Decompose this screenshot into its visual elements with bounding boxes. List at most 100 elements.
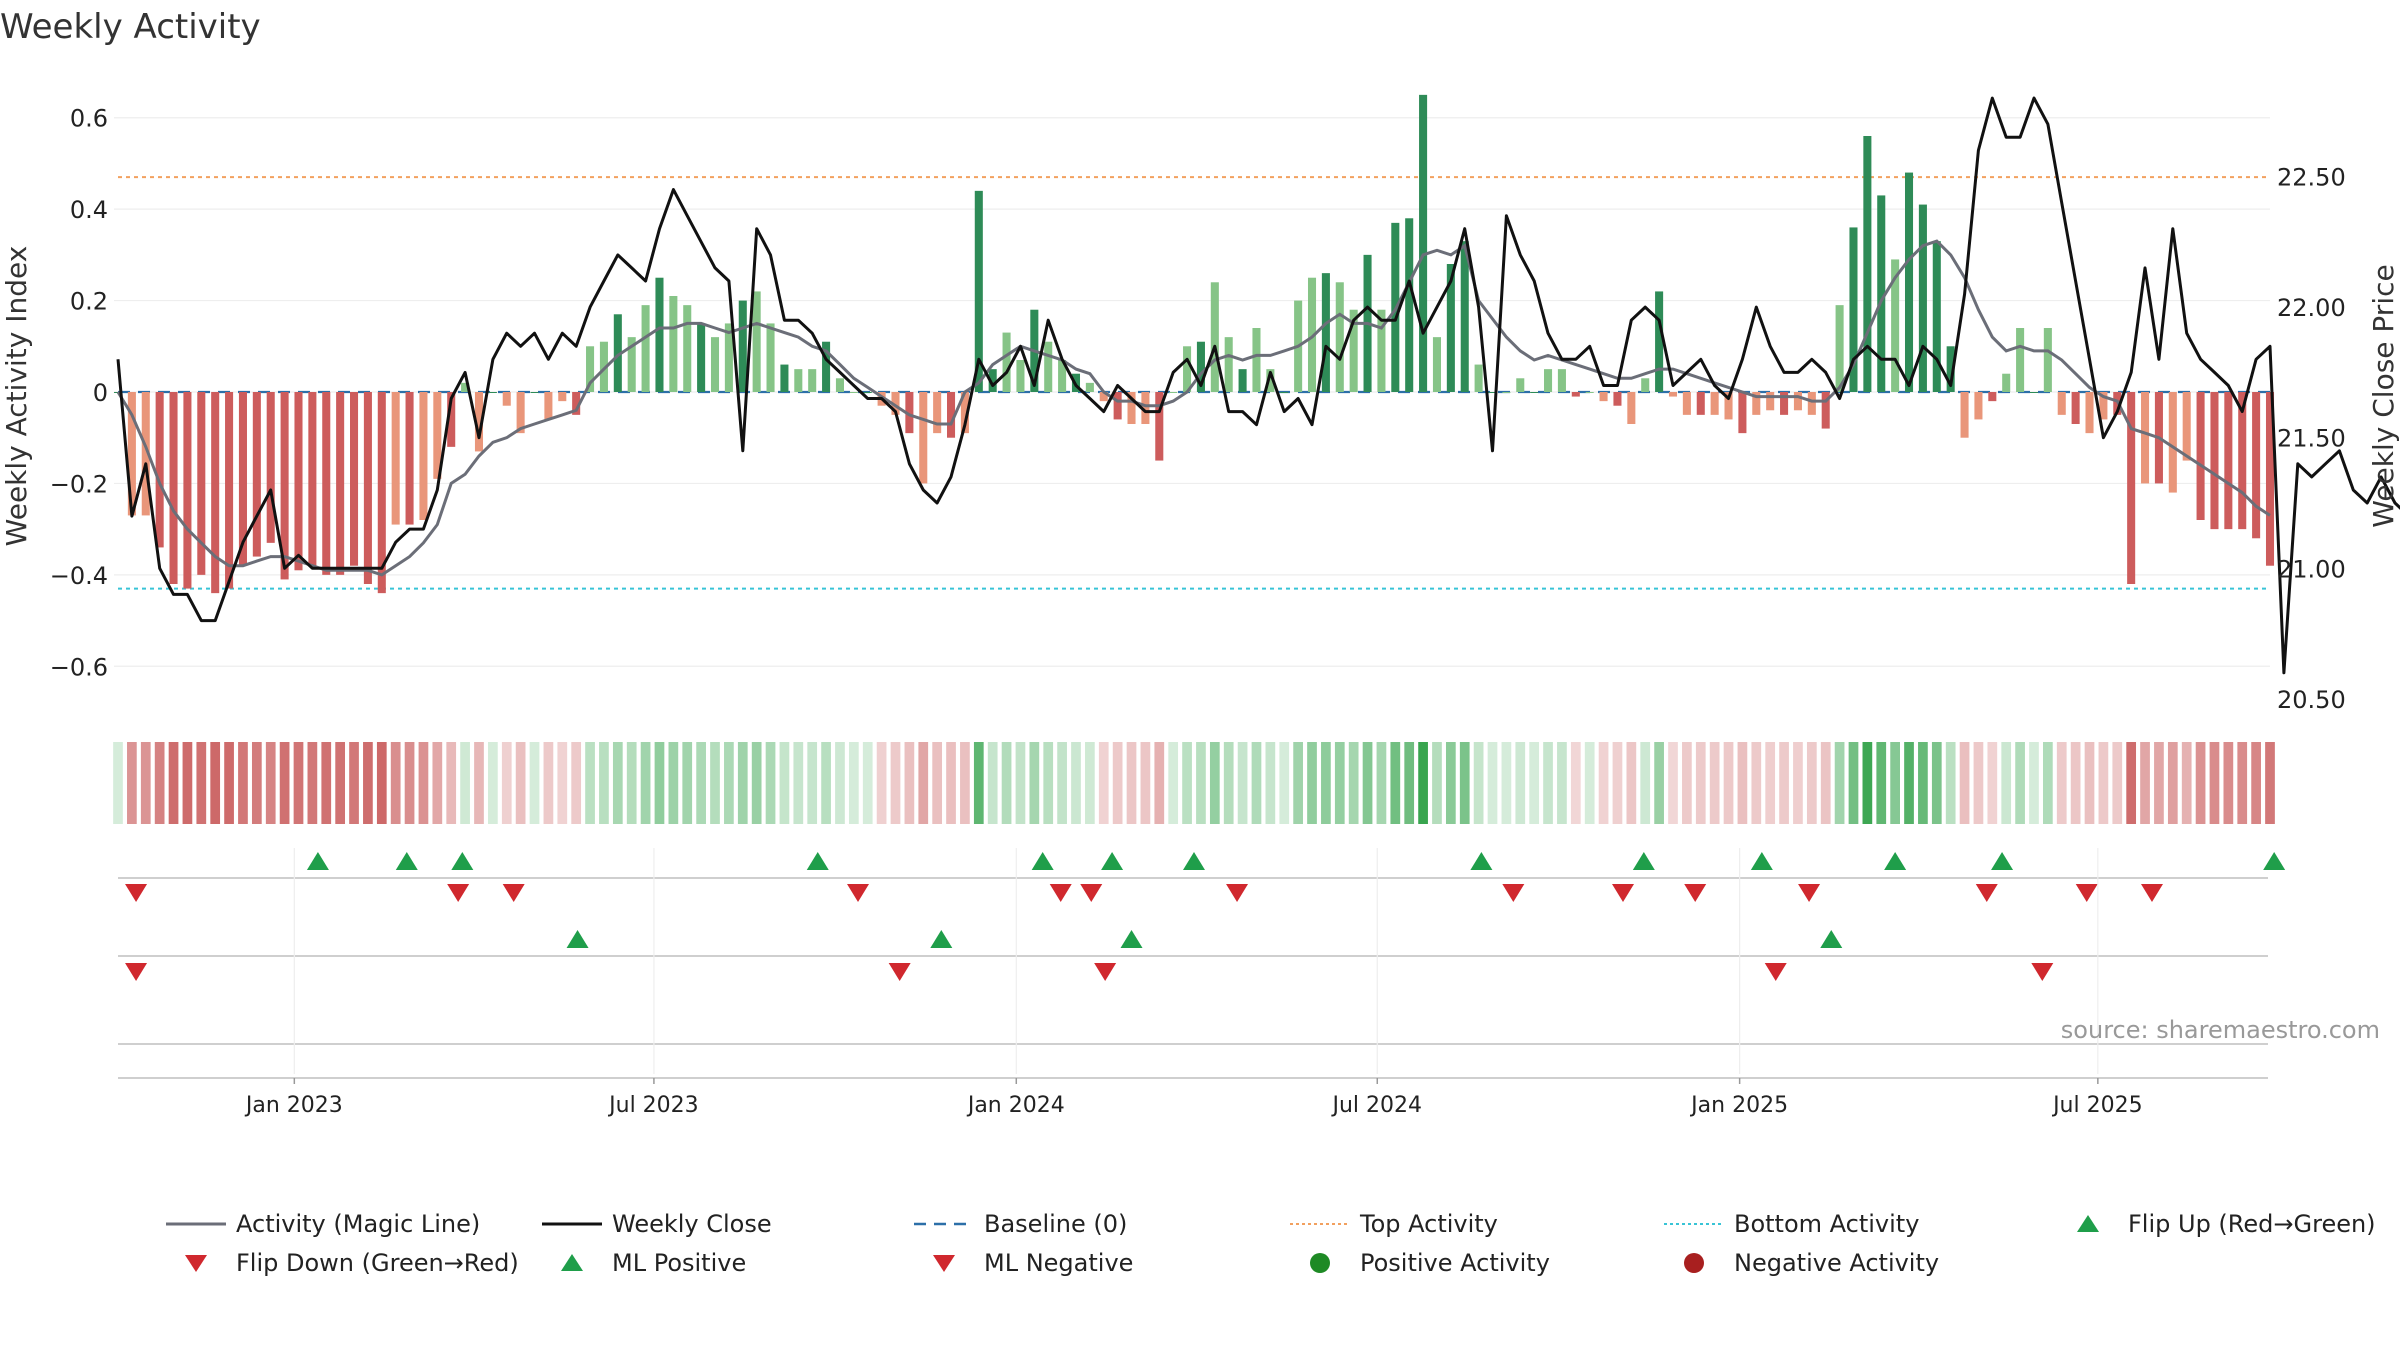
- heat-cell: [890, 742, 901, 824]
- activity-bar: [1557, 369, 1566, 392]
- legend-label: ML Positive: [612, 1249, 746, 1277]
- heat-cell: [2167, 742, 2178, 824]
- legend-swatch: [933, 1255, 955, 1272]
- ml-negative-marker: [1094, 963, 1117, 981]
- flip-up-marker: [1750, 852, 1773, 870]
- activity-bar: [2085, 392, 2094, 434]
- heat-cell: [418, 742, 429, 824]
- ml-positive-marker: [566, 930, 589, 948]
- heat-cell: [224, 742, 234, 824]
- y2-tick-label: 22.00: [2277, 294, 2346, 322]
- heat-cell: [168, 742, 179, 824]
- activity-bar: [391, 392, 400, 525]
- activity-bar: [1655, 291, 1664, 392]
- heat-cell: [1043, 742, 1054, 824]
- legend-swatch: [1684, 1253, 1704, 1273]
- heat-cell: [751, 742, 762, 824]
- heat-cell: [1334, 742, 1345, 824]
- heat-cell: [557, 742, 568, 824]
- flip-down-marker: [1080, 884, 1103, 902]
- activity-bar: [127, 392, 136, 516]
- heat-cell: [1890, 742, 1900, 824]
- heat-cell: [1321, 742, 1331, 824]
- flip-up-marker: [1101, 852, 1124, 870]
- heat-cell: [1223, 742, 1234, 824]
- activity-bar: [1974, 392, 1983, 420]
- heat-cell: [1237, 742, 1248, 824]
- heat-cell: [2112, 742, 2123, 824]
- flip-down-marker: [1502, 884, 1525, 902]
- heat-cell: [585, 742, 595, 824]
- heat-cell: [2140, 742, 2150, 824]
- activity-bar: [266, 392, 275, 543]
- activity-bar: [1321, 273, 1330, 392]
- legend-label: Flip Up (Red→Green): [2128, 1210, 2376, 1238]
- heat-cell: [1487, 742, 1498, 824]
- activity-bar: [1710, 392, 1719, 415]
- activity-bar: [2099, 392, 2108, 420]
- activity-bar: [1280, 392, 1289, 393]
- flip-up-marker: [806, 852, 829, 870]
- heat-cell: [515, 742, 526, 824]
- activity-bar: [544, 392, 553, 420]
- heat-cell: [2223, 742, 2234, 824]
- heat-cell: [1085, 742, 1095, 824]
- activity-bar: [905, 392, 914, 434]
- x-axis: Jan 2023 Jul 2023 Jan 2024 Jul 2024 Jan 2025…: [118, 848, 2268, 1118]
- legend-item: ML Negative: [933, 1249, 1133, 1277]
- heat-cell: [1709, 742, 1720, 824]
- activity-bar: [752, 291, 761, 392]
- heat-cell: [668, 742, 679, 824]
- activity-bar: [502, 392, 511, 406]
- heat-cell: [1279, 742, 1290, 824]
- activity-bar: [1766, 392, 1775, 411]
- heat-cell: [1459, 742, 1470, 824]
- activity-bar: [1724, 392, 1733, 420]
- activity-bar: [1641, 378, 1650, 392]
- heat-cell: [1515, 742, 1526, 824]
- activity-bar: [155, 392, 164, 548]
- activity-bar: [1585, 392, 1594, 393]
- y2-tick-label: 22.50: [2277, 163, 2346, 191]
- flip-down-marker: [2075, 884, 2098, 902]
- activity-bar: [1085, 382, 1094, 392]
- activity-bar: [1335, 282, 1344, 392]
- flip-down-marker: [1798, 884, 1821, 902]
- activity-bar: [794, 369, 803, 392]
- heat-cell: [737, 742, 748, 824]
- heat-cell: [1779, 742, 1789, 824]
- heat-cell: [1904, 742, 1914, 824]
- activity-bar: [1516, 378, 1525, 392]
- flip-down-marker: [1612, 884, 1635, 902]
- heat-cell: [1182, 742, 1192, 824]
- y2-axis-label: Weekly Close Price: [2367, 264, 2400, 527]
- heat-cell: [1390, 742, 1401, 824]
- activity-bar: [2071, 392, 2080, 424]
- legend-item: ML Positive: [561, 1249, 746, 1277]
- y-tick-label: 0.4: [70, 196, 108, 224]
- legend: Activity (Magic Line) Weekly Close Baselin…: [166, 1210, 2376, 1277]
- heat-cell: [154, 742, 165, 824]
- heat-cell: [2070, 742, 2081, 824]
- activity-bar: [405, 392, 414, 525]
- legend-item: Positive Activity: [1310, 1249, 1550, 1277]
- heat-cell: [1196, 742, 1206, 824]
- heat-cell: [765, 742, 776, 824]
- activity-bar: [1127, 392, 1136, 424]
- heat-cell: [807, 742, 818, 824]
- heat-cell: [821, 742, 831, 824]
- activity-bar: [1196, 341, 1205, 392]
- y-axis-right: 22.50 22.00 21.50 21.00 20.50: [2277, 163, 2346, 713]
- y-tick-label: 0.2: [70, 288, 108, 316]
- heat-cell: [1404, 742, 1415, 824]
- activity-bar: [724, 323, 733, 392]
- activity-bar: [1141, 392, 1150, 424]
- heat-cell: [1626, 742, 1637, 824]
- activity-bar: [1849, 227, 1858, 392]
- heat-cell: [946, 742, 956, 824]
- heat-cell: [2251, 742, 2261, 824]
- activity-bar: [474, 392, 484, 452]
- ml-negative-marker: [125, 963, 148, 981]
- heat-cell: [848, 742, 859, 824]
- activity-bar: [1682, 392, 1691, 415]
